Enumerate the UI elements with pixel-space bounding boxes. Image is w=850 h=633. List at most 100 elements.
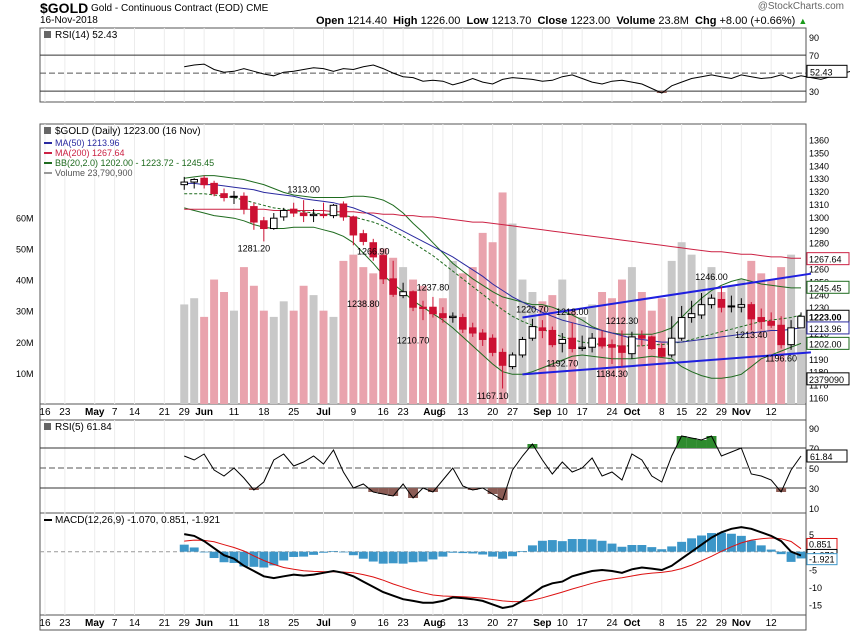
- volume-bar: [379, 248, 388, 404]
- volume-bar: [747, 260, 756, 404]
- x-axis-label: 15: [676, 407, 688, 418]
- candle-body: [717, 298, 726, 308]
- price-tick-label: 1330: [809, 174, 829, 184]
- candle-body: [737, 304, 746, 308]
- macd-histogram-bar: [597, 540, 607, 552]
- volume-bar: [568, 310, 577, 404]
- candle-body: [568, 337, 577, 350]
- candle-body: [558, 338, 567, 344]
- x-axis-label: 20: [487, 407, 499, 418]
- macd-histogram-bar: [786, 551, 796, 562]
- macd-histogram-bar: [587, 539, 597, 552]
- rsi5-panel-frame: [39, 419, 807, 514]
- macd-histogram-bar: [289, 551, 299, 557]
- candle-body: [200, 177, 208, 186]
- x-axis-label: 29: [716, 618, 728, 629]
- price-value-box: [806, 252, 850, 266]
- rsi5-oversold-fill: [408, 488, 419, 498]
- candle-body: [488, 337, 497, 353]
- price-legend-marker: [44, 127, 51, 134]
- x-axis-label: Jul: [316, 407, 331, 418]
- volume-bar: [797, 329, 806, 404]
- x-axis-label: 24: [606, 407, 618, 418]
- macd-tick-label: 5: [809, 530, 814, 540]
- x-axis-label: 23: [398, 407, 410, 418]
- low-value: 1213.70: [491, 15, 532, 27]
- price-tick-label: 1240: [809, 290, 829, 300]
- price-right-label: 1202.00: [809, 339, 842, 349]
- macd-histogram-bar: [508, 551, 518, 557]
- macd-histogram-bar: [428, 551, 438, 560]
- price-tick-label: 1230: [809, 303, 829, 313]
- close-value: 1223.00: [570, 15, 611, 27]
- rsi14-panel-frame: [39, 27, 807, 103]
- rsi5-overbought-fill: [527, 444, 538, 448]
- open-label: Open: [316, 15, 345, 27]
- macd-histogram-bar: [319, 551, 328, 553]
- price-legend-entry: MA(50) 1213.96: [55, 138, 120, 148]
- price-annotation: 1238.80: [347, 299, 380, 309]
- macd-value-box: [806, 553, 838, 566]
- volume-bar: [210, 279, 219, 404]
- rsi5-overbought-fill: [676, 436, 687, 448]
- candle-body: [210, 182, 218, 195]
- price-title: $GOLD (Daily) 1223.00 (16 Nov): [55, 126, 201, 137]
- candle-body: [677, 317, 686, 339]
- volume-bar: [767, 279, 776, 404]
- volume-bar: [428, 310, 437, 404]
- rsi5-oversold-fill: [497, 488, 508, 500]
- candle-body: [279, 209, 288, 218]
- macd-line: [184, 526, 802, 610]
- x-axis-label: 21: [159, 618, 171, 629]
- x-axis-label: 8: [659, 407, 665, 418]
- price-annotation: 1313.00: [287, 184, 320, 194]
- macd-histogram-bar: [249, 551, 259, 567]
- volume-bar: [249, 285, 258, 404]
- volume-bar: [180, 304, 189, 404]
- macd-histogram-bar: [448, 551, 458, 553]
- x-axis-label: 11: [229, 407, 240, 418]
- x-axis-label: 25: [288, 618, 300, 629]
- macd-histogram-bar: [488, 551, 498, 557]
- x-axis-label: 25: [288, 407, 300, 418]
- price-annotation: 1196.60: [765, 353, 797, 363]
- close-label: Close: [537, 15, 568, 27]
- volume-bar: [289, 310, 298, 404]
- macd-histogram-bar: [338, 551, 348, 553]
- candle-body: [349, 216, 358, 236]
- macd-histogram-bar: [657, 549, 667, 552]
- candle-body: [230, 195, 238, 198]
- macd-histogram-bar: [279, 551, 289, 561]
- macd-histogram-bar: [219, 551, 229, 563]
- rsi5-last-value: 61.84: [810, 452, 833, 462]
- macd-histogram-bar: [746, 540, 756, 552]
- macd-tick-label: -10: [809, 583, 822, 593]
- candle-body: [309, 213, 318, 217]
- rsi5-value-box: [806, 449, 848, 463]
- price-tick-label: 1160: [809, 394, 828, 404]
- rsi14-line: [184, 63, 850, 94]
- chart-date: 16-Nov-2018: [40, 15, 98, 26]
- x-axis-label: 15: [676, 618, 688, 629]
- candle-body: [220, 193, 228, 199]
- macd-histogram-bar: [368, 551, 378, 562]
- rsi14-legend-marker: [44, 31, 51, 38]
- volume-bar: [488, 242, 497, 404]
- price-right-label: 1223.00: [809, 312, 842, 322]
- volume-tick-label: 10M: [16, 369, 34, 379]
- x-axis-label: 18: [258, 618, 270, 629]
- x-axis-label: 29: [179, 618, 191, 629]
- volume-bar: [508, 223, 517, 404]
- open-value: 1214.40: [347, 15, 387, 27]
- rsi5-tick-label: 30: [809, 484, 819, 494]
- candle-body: [757, 317, 766, 322]
- price-annotation: 1192.70: [546, 359, 578, 369]
- x-axis-label: 29: [716, 407, 728, 418]
- trendline: [522, 272, 812, 319]
- price-tick-label: 1170: [809, 381, 828, 391]
- x-axis-label: 13: [457, 407, 469, 418]
- bb-lower-line: [184, 207, 802, 379]
- macd-histogram-bar: [617, 546, 627, 552]
- x-axis-label: Oct: [624, 407, 641, 418]
